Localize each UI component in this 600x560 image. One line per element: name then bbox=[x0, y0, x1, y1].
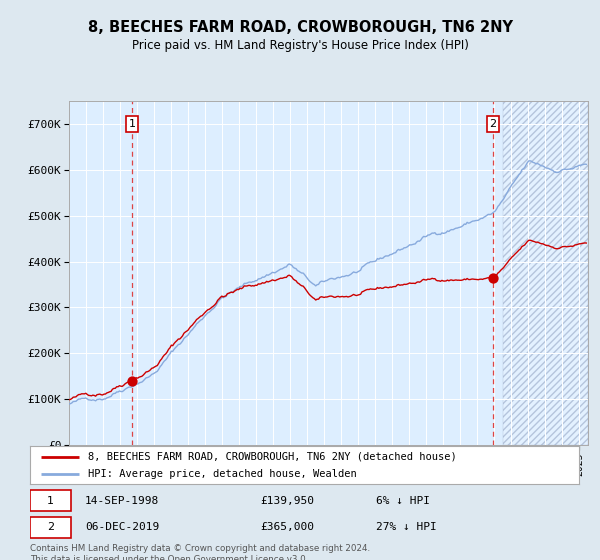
Text: 8, BEECHES FARM ROAD, CROWBOROUGH, TN6 2NY: 8, BEECHES FARM ROAD, CROWBOROUGH, TN6 2… bbox=[88, 20, 512, 35]
Text: 1: 1 bbox=[47, 496, 54, 506]
FancyBboxPatch shape bbox=[30, 491, 71, 511]
Text: 2: 2 bbox=[490, 119, 497, 129]
FancyBboxPatch shape bbox=[30, 517, 71, 538]
Text: 14-SEP-1998: 14-SEP-1998 bbox=[85, 496, 159, 506]
Text: 06-DEC-2019: 06-DEC-2019 bbox=[85, 522, 159, 533]
Point bbox=[488, 273, 498, 282]
Text: 27% ↓ HPI: 27% ↓ HPI bbox=[376, 522, 437, 533]
Text: HPI: Average price, detached house, Wealden: HPI: Average price, detached house, Weal… bbox=[88, 469, 356, 479]
Text: 8, BEECHES FARM ROAD, CROWBOROUGH, TN6 2NY (detached house): 8, BEECHES FARM ROAD, CROWBOROUGH, TN6 2… bbox=[88, 451, 457, 461]
Text: 2: 2 bbox=[47, 522, 54, 533]
Text: Contains HM Land Registry data © Crown copyright and database right 2024.
This d: Contains HM Land Registry data © Crown c… bbox=[30, 544, 370, 560]
Text: 1: 1 bbox=[128, 119, 136, 129]
Text: 6% ↓ HPI: 6% ↓ HPI bbox=[376, 496, 430, 506]
Point bbox=[127, 376, 137, 385]
Text: Price paid vs. HM Land Registry's House Price Index (HPI): Price paid vs. HM Land Registry's House … bbox=[131, 39, 469, 52]
Text: £139,950: £139,950 bbox=[260, 496, 314, 506]
Text: £365,000: £365,000 bbox=[260, 522, 314, 533]
